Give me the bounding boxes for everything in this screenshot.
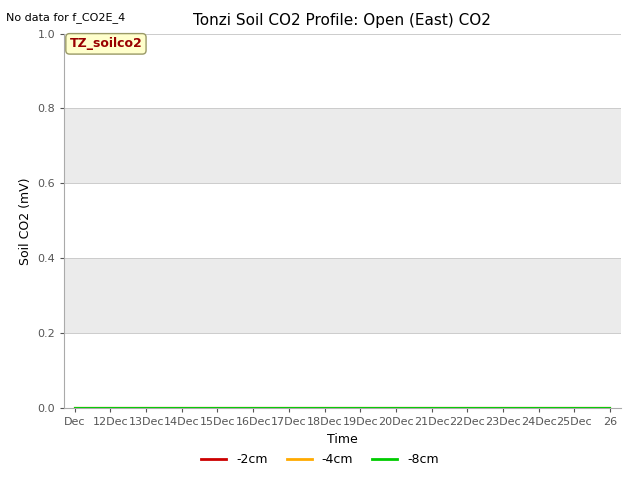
- Y-axis label: Soil CO2 (mV): Soil CO2 (mV): [19, 177, 31, 264]
- Bar: [64, 108, 621, 183]
- Bar: [64, 183, 621, 258]
- X-axis label: Time: Time: [327, 432, 358, 445]
- Text: TZ_soilco2: TZ_soilco2: [70, 37, 142, 50]
- Text: No data for f_CO2E_4: No data for f_CO2E_4: [6, 12, 125, 23]
- Bar: [64, 333, 621, 408]
- Title: Tonzi Soil CO2 Profile: Open (East) CO2: Tonzi Soil CO2 Profile: Open (East) CO2: [193, 13, 492, 28]
- Legend: -2cm, -4cm, -8cm: -2cm, -4cm, -8cm: [196, 448, 444, 471]
- Bar: [64, 34, 621, 108]
- Bar: [64, 258, 621, 333]
